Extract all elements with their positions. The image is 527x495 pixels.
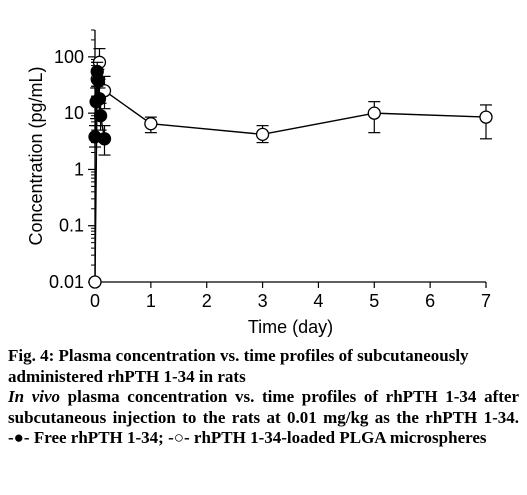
series-line xyxy=(94,62,487,283)
data-point-open xyxy=(88,275,102,289)
figure-caption: Fig. 4: Plasma concentration vs. time pr… xyxy=(8,346,519,449)
x-tick-label: 5 xyxy=(369,291,379,311)
x-axis-title: Time (day) xyxy=(248,317,333,337)
x-tick-label: 0 xyxy=(90,291,100,311)
caption-description: plasma concentration vs. time profiles o… xyxy=(8,387,519,447)
axes xyxy=(88,29,487,288)
y-tick-label: 100 xyxy=(54,47,84,67)
x-tick-label: 3 xyxy=(258,291,268,311)
y-tick-label: 1 xyxy=(74,159,84,179)
y-tick-label: 0.01 xyxy=(49,272,84,292)
labels-layer: 0.01 0.1 1 10 100 0 1 2 3 4 5 6 7 Time (day) Concentra… xyxy=(26,47,491,337)
series-filled xyxy=(88,61,112,156)
chart-svg: 0.01 0.1 1 10 100 0 1 2 3 4 5 6 7 Time (day) Concentra… xyxy=(26,29,493,337)
caption-italic-term: In vivo xyxy=(8,387,61,406)
y-tick-label: 10 xyxy=(64,103,84,123)
caption-title-line2: administered rhPTH 1-34 in rats xyxy=(8,366,246,386)
caption-description-block: In vivo plasma concentration vs. time pr… xyxy=(8,387,519,449)
data-point-filled xyxy=(93,109,108,123)
x-tick-label: 4 xyxy=(313,291,323,311)
x-tick-label: 6 xyxy=(425,291,435,311)
series-open xyxy=(88,48,493,289)
x-tick-label: 2 xyxy=(202,291,212,311)
data-point-open xyxy=(479,110,493,124)
data-point-open xyxy=(255,127,270,141)
x-tick-label: 1 xyxy=(146,291,156,311)
data-point-filled xyxy=(91,73,106,88)
y-axis-title: Concentration (pg/mL) xyxy=(26,66,46,245)
data-point-filled xyxy=(92,92,107,106)
data-point-open xyxy=(144,117,158,131)
x-tick-label: 7 xyxy=(481,291,491,311)
chart: 0.01 0.1 1 10 100 0 1 2 3 4 5 6 7 Time (day) Concentra… xyxy=(26,29,493,337)
series-layer xyxy=(88,48,493,289)
caption-title-line1: Fig. 4: Plasma concentration vs. time pr… xyxy=(8,346,469,365)
y-tick-label: 0.1 xyxy=(59,216,84,236)
data-point-filled xyxy=(97,132,112,146)
data-point-open xyxy=(367,106,381,120)
